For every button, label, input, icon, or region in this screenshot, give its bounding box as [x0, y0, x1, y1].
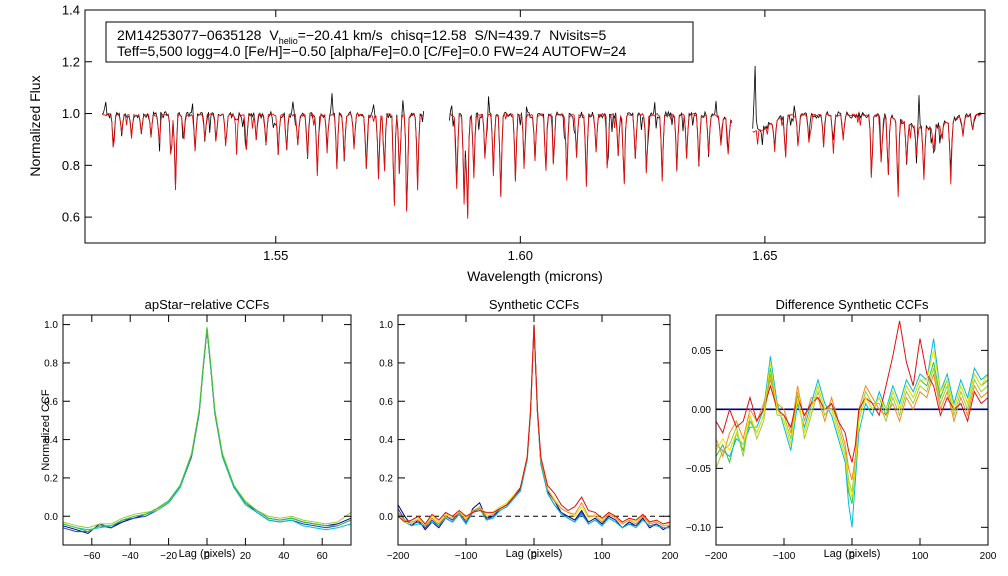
- chisq-value: chisq=12.58: [391, 27, 467, 43]
- vhelio-value: =−20.41 km/s: [298, 27, 383, 43]
- spectrum-ytick-label: 0.8: [62, 158, 80, 173]
- difference-ccf-xtick-label: −200: [705, 551, 728, 562]
- apstar-ccf-xlabel: Lag (pixels): [179, 548, 236, 560]
- spectrum-info-line-1: 2M14253077−0635128 Vhelio=−20.41 km/s chis…: [117, 27, 606, 46]
- spectrum-axes-frame: [84, 9, 986, 244]
- difference-ccf-series-line: [715, 320, 989, 463]
- difference-ccf-xtick-label: 100: [912, 551, 929, 562]
- apstar-ccf-ylabel: Normalized CCF: [40, 389, 52, 471]
- spectrum-plot-area: [101, 65, 982, 219]
- spectrum-xtick-label: 1.65: [752, 248, 777, 263]
- spectrum-info-line-2: Teff=5,500 logg=4.0 [Fe/H]=−0.50 [alpha/…: [117, 43, 626, 59]
- spectrum-observed-line: [102, 93, 425, 210]
- synthetic-ccf-plot-area: [397, 324, 671, 531]
- spectrum-xtick-label: 1.55: [263, 248, 288, 263]
- synthetic-ccf-xtick-label: 100: [594, 551, 611, 562]
- apstar-ccf-xtick-label: −20: [160, 551, 177, 562]
- vhelio-subscript: helio: [279, 36, 298, 46]
- difference-ccf-ytick-label: −0.10: [686, 523, 712, 534]
- apstar-ccf-ticks: −60 −40 −20 0 20 40 60 0.0 0.2 0.4 0.6 0.8 1.0: [44, 315, 351, 562]
- spectrum-ytick-label: 1.2: [62, 54, 80, 69]
- apstar-ccf-ytick-label: 0.8: [44, 358, 58, 369]
- apstar-ccf-xtick-label: −40: [122, 551, 139, 562]
- apstar-ccf-ytick-label: 0.2: [44, 473, 58, 484]
- synthetic-ccf-xtick-label: −100: [455, 551, 478, 562]
- difference-ccf-series-line: [715, 373, 989, 481]
- spectrum-ytick-label: 1.0: [62, 106, 80, 121]
- apstar-ccf-xtick-label: −60: [83, 551, 100, 562]
- nvisits-value: Nvisits=5: [549, 27, 606, 43]
- difference-ccf-series-line: [715, 367, 989, 493]
- difference-ccf-xlabel: Lag (pixels): [824, 548, 881, 560]
- spectrum-ytick-label: 1.4: [62, 3, 80, 18]
- apstar-ccf-ytick-label: 0.6: [44, 397, 58, 408]
- spectrum-ticks: 1.55 1.60 1.65 0.6 0.8 1.0 1.2 1.4: [62, 3, 985, 263]
- synthetic-ccf-ytick-label: 0.4: [379, 435, 393, 446]
- synthetic-ccf-xlabel: Lag (pixels): [506, 548, 563, 560]
- synthetic-ccf-ticks: −200 −100 0 100 200 0.0 0.2 0.4 0.6 0.8 1.0: [379, 315, 679, 562]
- apstar-ccf-xtick-label: 60: [317, 551, 329, 562]
- apstar-ccf-xtick-label: 0: [204, 551, 210, 562]
- snr-value: S/N=439.7: [475, 27, 542, 43]
- spectrum-info-box: [105, 21, 694, 63]
- synthetic-ccf-ytick-label: 0.2: [379, 473, 393, 484]
- synthetic-ccf-xtick-label: −200: [387, 551, 410, 562]
- synthetic-ccf-ytick-label: 0.8: [379, 358, 393, 369]
- spectrum-model-line: [449, 112, 733, 219]
- vhelio-prefix: V: [269, 27, 279, 43]
- difference-ccf-ytick-label: 0.05: [692, 346, 712, 357]
- difference-ccf-plot-area: [715, 320, 989, 528]
- difference-ccf-panel: −200 −100 0 100 200 −0.10 −0.05 0.00 0.05 Differ…: [686, 297, 997, 562]
- synthetic-ccf-panel: −200 −100 0 100 200 0.0 0.2 0.4 0.6 0.8 1.0 Synthe…: [379, 297, 679, 562]
- synthetic-ccf-xtick-label: 0: [531, 551, 537, 562]
- difference-ccf-ytick-label: 0.00: [692, 405, 712, 416]
- synthetic-ccf-ytick-label: 0.6: [379, 397, 393, 408]
- synthetic-ccf-ytick-label: 1.0: [379, 320, 393, 331]
- apstar-ccf-panel: −60 −40 −20 0 20 40 60 0.0 0.2 0.4 0.6 0.8 1.0 apSta…: [40, 297, 352, 562]
- difference-ccf-xtick-label: 0: [849, 551, 855, 562]
- synthetic-ccf-ytick-label: 0.0: [379, 512, 393, 523]
- difference-ccf-title: Difference Synthetic CCFs: [776, 297, 929, 312]
- spectrum-ylabel: Normalized Flux: [27, 75, 43, 176]
- apstar-ccf-ytick-label: 0.4: [44, 435, 58, 446]
- spectrum-model-line: [101, 112, 424, 212]
- apstar-ccf-title: apStar−relative CCFs: [145, 297, 270, 312]
- apstar-ccf-series-line: [62, 328, 352, 533]
- apstar-ccf-plot-area: [62, 326, 352, 535]
- spectrum-ytick-label: 0.6: [62, 210, 80, 225]
- spectrum-model-line: [752, 113, 982, 197]
- spectrum-panel: 1.55 1.60 1.65 0.6 0.8 1.0 1.2 1.4 Normalized F…: [27, 3, 986, 284]
- apstar-ccf-ytick-label: 0.0: [44, 512, 58, 523]
- star-id: 2M14253077−0635128: [117, 27, 262, 43]
- difference-ccf-xtick-label: 200: [980, 551, 997, 562]
- spectrum-xtick-label: 1.60: [508, 248, 533, 263]
- difference-ccf-series-line: [715, 350, 989, 498]
- apstar-ccf-series-line: [62, 326, 352, 529]
- synthetic-ccf-series-line: [397, 324, 671, 525]
- synthetic-ccf-title: Synthetic CCFs: [489, 297, 580, 312]
- difference-ccf-ticks: −200 −100 0 100 200 −0.10 −0.05 0.00 0.05: [686, 315, 997, 562]
- difference-ccf-xtick-label: −100: [773, 551, 796, 562]
- spectrum-xlabel: Wavelength (microns): [467, 268, 603, 284]
- apstar-ccf-ytick-label: 1.0: [44, 320, 58, 331]
- difference-ccf-ytick-label: −0.05: [686, 464, 712, 475]
- apstar-ccf-xtick-label: 20: [240, 551, 252, 562]
- synthetic-ccf-xtick-label: 200: [662, 551, 679, 562]
- apstar-ccf-xtick-label: 40: [278, 551, 290, 562]
